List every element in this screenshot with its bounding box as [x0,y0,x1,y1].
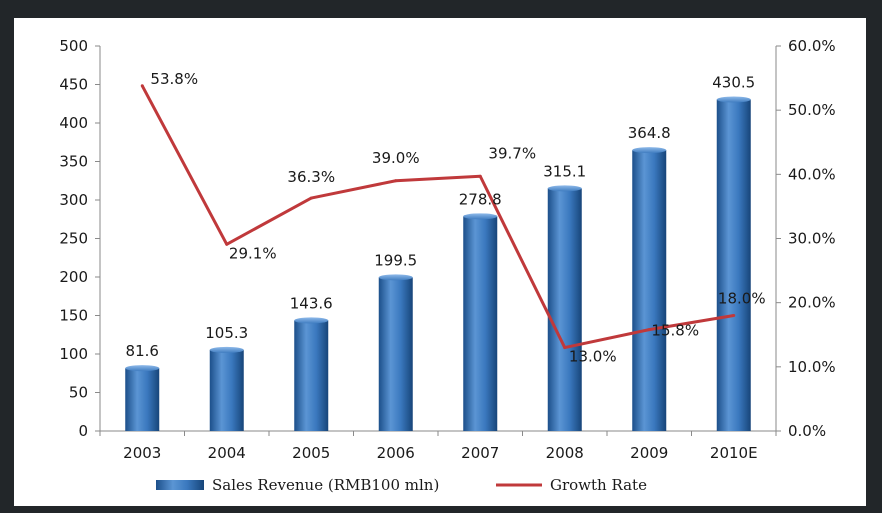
x-tick-label: 2009 [630,444,668,462]
legend: Sales Revenue (RMB100 mln) Growth Rate [156,476,647,494]
growth-rate-point [478,174,482,178]
bar-top [209,346,244,353]
bar-top [378,274,413,281]
bar-top [294,317,329,324]
bar-2010E [716,96,751,431]
left-tick-label: 0 [78,422,88,440]
left-tick-label: 450 [59,76,88,94]
legend-item-growth-rate: Growth Rate [496,476,647,494]
growth-rate-point [732,314,736,317]
x-tick-label: 2008 [546,444,584,462]
right-tick-label: 30.0% [788,230,836,248]
x-tick-label: 2007 [461,444,499,462]
growth-rate-point [647,328,651,332]
chart-frame: 0 50 100 150 200 250 300 350 400 450 500 0.0% 10.0% 2… [14,18,866,506]
legend-item-sales-revenue: Sales Revenue (RMB100 mln) [156,476,439,494]
bar-body [294,320,329,431]
bar-body [209,349,244,431]
growth-value-label: 29.1% [229,244,277,262]
growth-value-label: 13.0% [569,348,617,366]
right-tick-label: 20.0% [788,294,836,312]
x-tick-label: 2004 [208,444,246,462]
line-series [140,84,736,350]
bar-body [378,277,413,431]
bar-value-label: 315.1 [543,162,586,180]
right-tick-label: 60.0% [788,37,836,55]
growth-rate-point [563,346,567,350]
growth-rate-point [225,242,229,246]
growth-value-label: 39.7% [488,144,536,162]
growth-value-label: 15.8% [651,322,699,340]
growth-value-label: 39.0% [372,149,420,167]
bar-value-label: 364.8 [628,124,671,142]
bar-body [716,99,751,431]
bar-value-label: 278.8 [459,190,502,208]
bar-body [463,216,498,431]
bar-value-label: 143.6 [290,294,333,312]
axes: 0 50 100 150 200 250 300 350 400 450 500 0.0% 10.0% 2… [59,37,835,462]
left-tick-label: 300 [59,191,88,209]
bar-2008 [547,185,582,431]
bar-series [125,96,751,431]
legend-label-growth-rate: Growth Rate [550,476,647,494]
right-tick-label: 0.0% [788,422,826,440]
growth-rate-point [394,179,398,183]
bar-top [547,185,582,192]
bar-body [125,368,160,431]
left-tick-label: 350 [59,153,88,171]
combo-chart: 0 50 100 150 200 250 300 350 400 450 500 0.0% 10.0% 2… [59,37,835,494]
bar-2005 [294,317,329,431]
bar-2004 [209,346,244,431]
data-labels: 81.6 105.3 143.6 199.5 278.8 315.1 364.8 430.5 5… [126,70,766,366]
bar-value-label: 81.6 [126,342,159,360]
left-tick-label: 500 [59,37,88,55]
growth-value-label: 18.0% [718,290,766,308]
left-tick-label: 400 [59,114,88,132]
left-tick-label: 250 [59,230,88,248]
bar-top [125,365,160,372]
bar-2007 [463,213,498,431]
bar-2006 [378,274,413,431]
bar-top [463,213,498,220]
x-tick-label: 2003 [123,444,161,462]
bar-top [632,147,667,154]
bar-2009 [632,147,667,431]
bar-value-label: 430.5 [712,74,755,92]
left-tick-label: 50 [69,384,88,402]
growth-value-label: 36.3% [287,168,335,186]
legend-label-sales-revenue: Sales Revenue (RMB100 mln) [212,476,439,494]
left-tick-label: 150 [59,307,88,325]
right-tick-label: 10.0% [788,358,836,376]
legend-swatch-bar [156,480,204,490]
bar-body [632,150,667,431]
x-tick-label: 2006 [377,444,415,462]
growth-rate-point [140,84,144,88]
bar-2003 [125,365,160,431]
right-tick-label: 50.0% [788,101,836,119]
right-tick-label: 40.0% [788,165,836,183]
bar-value-label: 105.3 [205,324,248,342]
bar-value-label: 199.5 [374,251,417,269]
growth-value-label: 53.8% [150,70,198,88]
growth-rate-point [309,196,313,200]
x-tick-label: 2010E [710,444,758,462]
growth-rate-line [140,85,734,350]
left-tick-label: 200 [59,268,88,286]
bar-top [716,96,751,103]
x-tick-label: 2005 [292,444,330,462]
bar-body [547,188,582,431]
left-tick-label: 100 [59,345,88,363]
